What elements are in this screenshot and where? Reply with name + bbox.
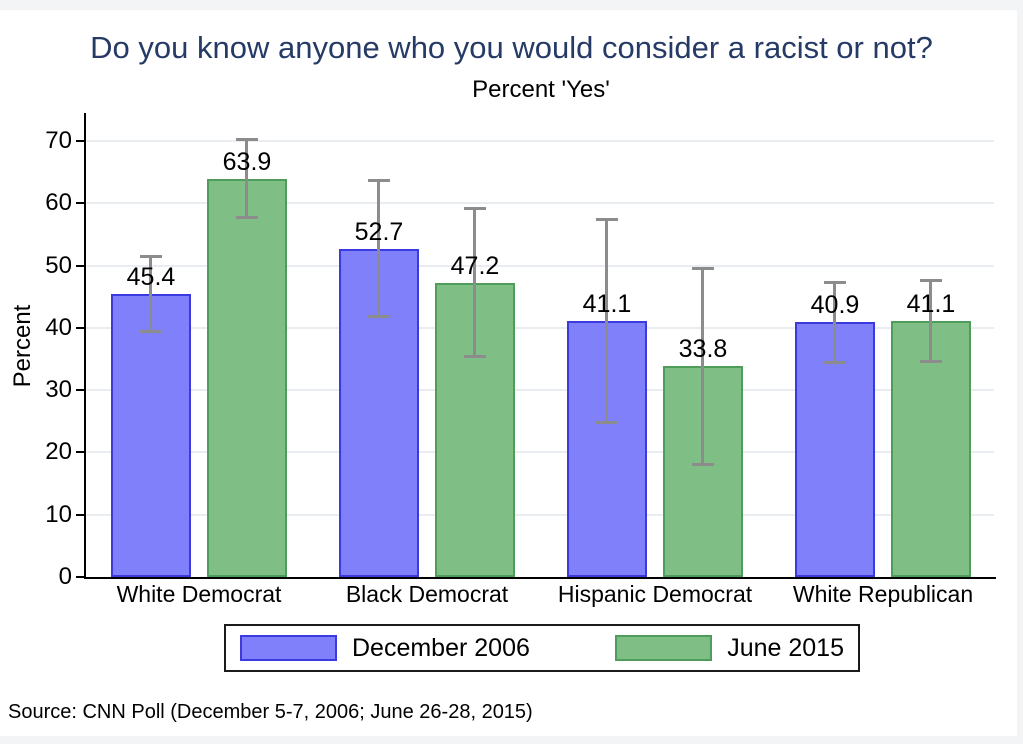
category-label: Black Democrat [345,581,509,607]
gridline [86,389,994,392]
error-bar-line [701,268,704,465]
error-bar-line [245,139,248,219]
error-bar-line [149,255,152,333]
legend-label: December 2006 [352,633,530,662]
y-tick-label: 0 [58,563,72,590]
y-tick [76,576,84,578]
y-axis-line [84,113,86,579]
y-tick-label: 70 [45,127,72,154]
value-label: 47.2 [450,252,500,280]
error-bar-cap-bottom [824,360,846,364]
gridline [86,264,994,267]
legend-label: June 2015 [727,633,844,662]
gridline [86,140,994,142]
y-tick [76,451,84,454]
y-tick-label: 50 [45,251,72,279]
error-bar-cap-top [824,280,846,284]
error-bar-cap-top [920,278,942,282]
error-bar-cap-bottom [368,315,390,319]
error-bar-cap-top [140,254,162,258]
legend-item-2006: December 2006 [240,634,530,663]
bottom-edge-strip [0,736,1023,744]
legend-swatch [240,635,337,661]
y-tick-label: 60 [45,189,72,217]
error-bar-cap-bottom [920,360,942,364]
error-bar-cap-bottom [596,420,618,424]
category-label: Hispanic Democrat [557,581,753,607]
value-label: 41.1 [582,290,632,318]
plot-area: 45.4 63.9 52.7 47.2 41.1 33.8 40.9 41.1 [86,113,996,577]
source-note: Source: CNN Poll (December 5-7, 2006; Ju… [8,701,533,723]
error-bar-line [833,281,836,363]
error-bar-cap-top [692,267,714,271]
value-label: 40.9 [810,291,860,320]
y-tick [76,264,84,267]
gridline [86,451,994,454]
y-tick-label: 10 [45,500,72,528]
bar [207,178,287,577]
error-bar-cap-top [464,207,486,211]
chart-title: Do you know anyone who you would conside… [90,30,933,65]
x-axis-line [84,577,996,579]
legend-swatch [615,635,713,661]
value-label: 45.4 [126,263,176,292]
error-bar-line [377,180,380,318]
value-label: 41.1 [906,290,956,318]
y-tick-label: 20 [45,438,72,466]
bar [795,322,875,577]
category-label: White Republican [792,581,974,607]
error-bar-cap-bottom [140,330,162,334]
error-bar-cap-top [596,218,618,222]
y-tick [76,202,84,205]
chart-subtitle: Percent 'Yes' [472,76,610,103]
y-tick [76,326,84,329]
y-tick-label: 40 [45,313,72,341]
error-bar-cap-top [236,138,258,142]
y-tick-label: 30 [45,376,72,404]
legend-item-2015: June 2015 [615,634,844,663]
error-bar-cap-bottom [692,462,714,466]
error-bar-line [605,219,608,423]
y-tick [76,389,84,392]
error-bar-cap-top [368,179,390,183]
bar [111,294,191,577]
gridline [86,513,994,516]
y-tick [76,140,84,142]
category-label: White Democrat [116,581,282,607]
right-edge-strip [1017,0,1023,744]
y-tick [76,513,84,516]
error-bar-cap-bottom [464,355,486,359]
value-label: 33.8 [678,335,728,364]
error-bar-line [473,208,476,358]
value-label: 63.9 [222,147,272,176]
error-bar-line [929,279,932,363]
legend: December 2006 June 2015 [224,624,860,672]
gridline [86,326,994,329]
value-label: 52.7 [354,217,404,246]
top-edge-strip [0,0,1023,10]
error-bar-cap-bottom [236,216,258,220]
gridline [86,202,994,205]
